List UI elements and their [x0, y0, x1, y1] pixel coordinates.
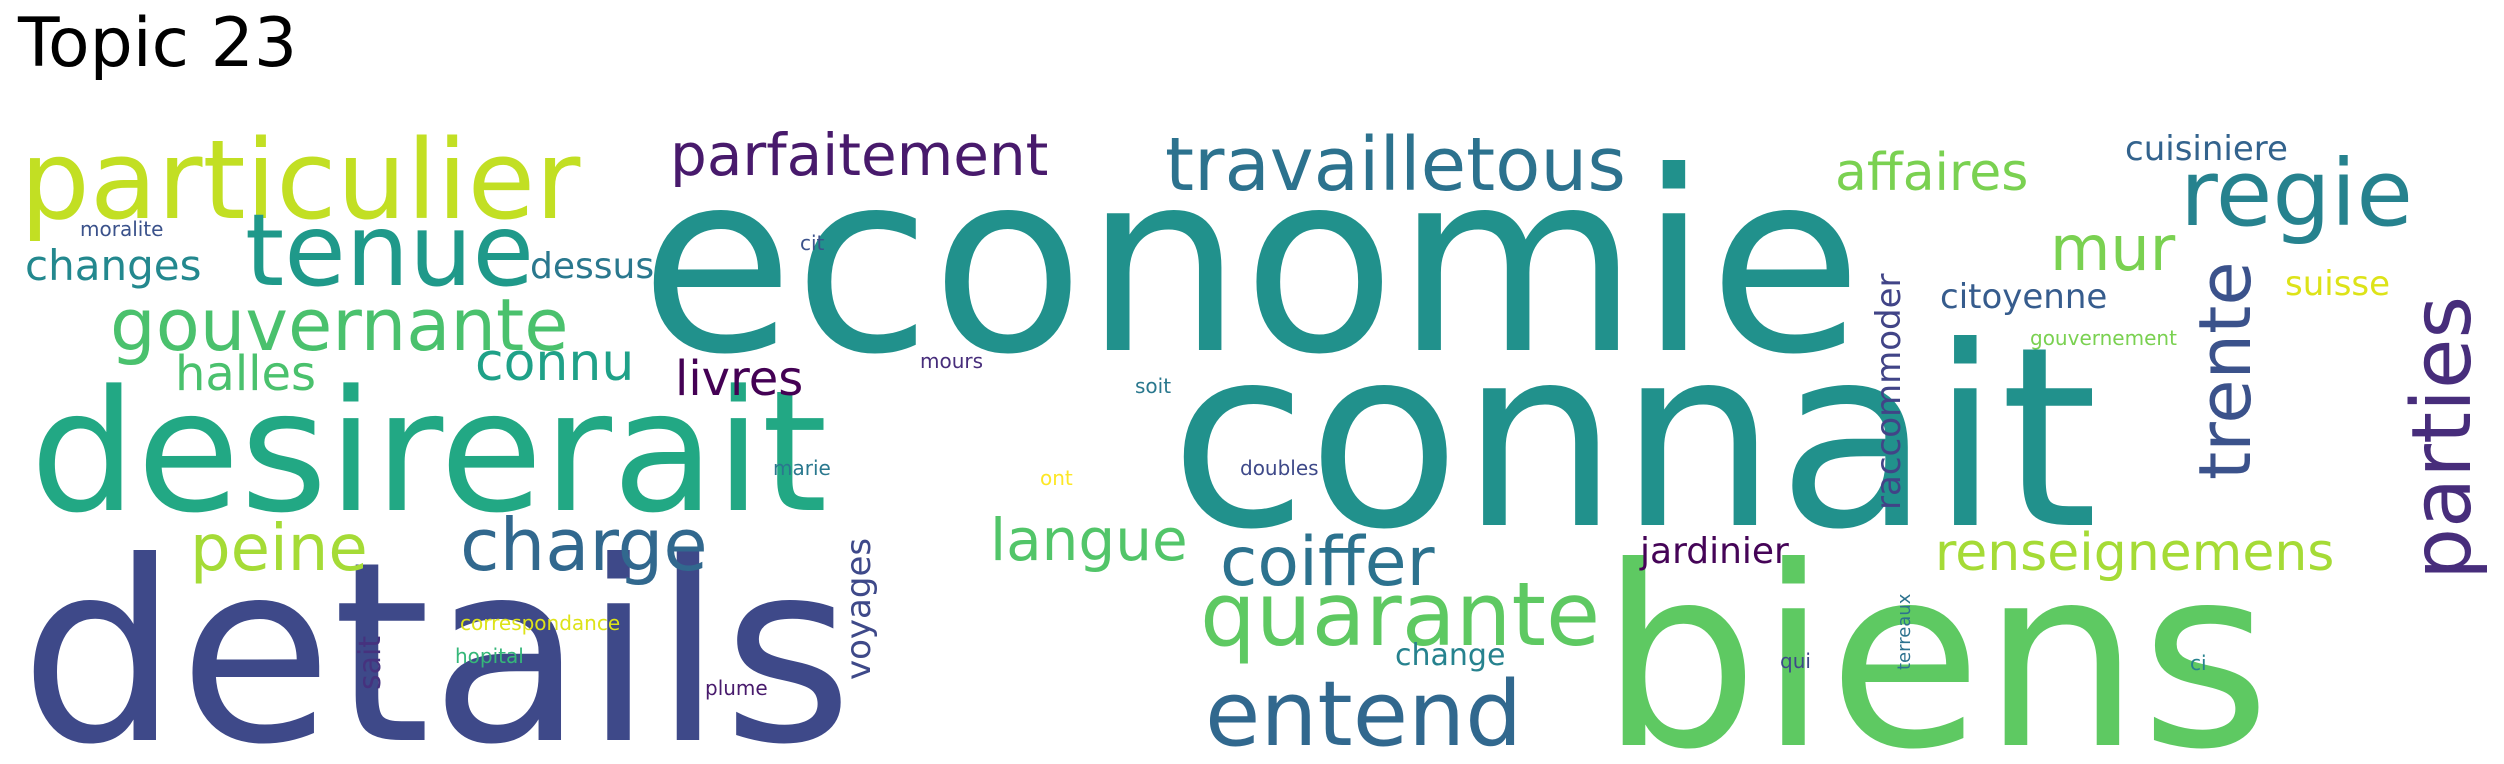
- word-voyages: voyages: [839, 538, 879, 680]
- word-halles: halles: [175, 346, 316, 402]
- word-dessus: dessus: [530, 246, 654, 287]
- word-terreaux: terreaux: [1894, 593, 1915, 670]
- word-gouvernante: gouvernante: [110, 283, 569, 367]
- figure-title: Topic 23: [18, 4, 298, 83]
- word-hopital: hopital: [455, 644, 524, 668]
- word-desirerait: desirerait: [30, 354, 828, 550]
- word-cuisiniere: cuisiniere: [2125, 129, 2288, 169]
- word-connait: connait: [1170, 293, 2098, 584]
- word-mours: mours: [920, 349, 983, 373]
- word-entend: entend: [1205, 662, 1522, 764]
- word-particulier: particulier: [20, 116, 581, 244]
- word-parfaitement: parfaitement: [670, 121, 1048, 189]
- word-cit: cit: [800, 231, 825, 255]
- word-changes: changes: [25, 241, 201, 290]
- word-ont: ont: [1040, 466, 1073, 490]
- word-charge: charge: [460, 503, 708, 587]
- word-jardinier: jardinier: [1639, 531, 1789, 572]
- word-correspondance: correspondance: [460, 611, 620, 635]
- word-sait: sait: [353, 636, 388, 690]
- word-quarante: quarante: [1200, 563, 1600, 666]
- word-economie: economie: [640, 118, 1862, 409]
- word-qui: qui: [1780, 649, 1811, 673]
- word-trente: trente: [2183, 261, 2267, 480]
- word-suisse: suisse: [2285, 264, 2390, 304]
- word-renseignemens: renseignemens: [1935, 523, 2334, 583]
- word-doubles: doubles: [1240, 456, 1319, 480]
- word-details: details: [20, 508, 853, 764]
- word-marie: marie: [773, 456, 831, 480]
- word-plume: plume: [705, 676, 768, 700]
- word-moralite: moralite: [80, 217, 163, 241]
- word-connu: connu: [475, 333, 634, 393]
- word-citoyenne: citoyenne: [1940, 277, 2107, 317]
- word-coiffer: coiffer: [1220, 523, 1435, 602]
- word-mur: mur: [2050, 212, 2176, 285]
- word-soit: soit: [1135, 374, 1171, 398]
- word-affaires: affaires: [1835, 143, 2028, 203]
- word-parties: parties: [2395, 296, 2490, 580]
- word-tenue: tenue: [245, 192, 534, 309]
- word-livres: livres: [675, 351, 803, 407]
- word-travailletous: travailletous: [1165, 122, 1626, 208]
- word-change: change: [1395, 638, 1505, 673]
- word-gouvernement: gouvernement: [2030, 326, 2177, 350]
- word-langue: langue: [990, 506, 1188, 574]
- word-ci: ci: [2190, 651, 2207, 675]
- word-raccommoder: raccommoder: [1869, 273, 1909, 510]
- word-biens: biens: [1600, 513, 2271, 764]
- word-regie: regie: [2180, 140, 2413, 247]
- word-peine: peine: [190, 512, 368, 586]
